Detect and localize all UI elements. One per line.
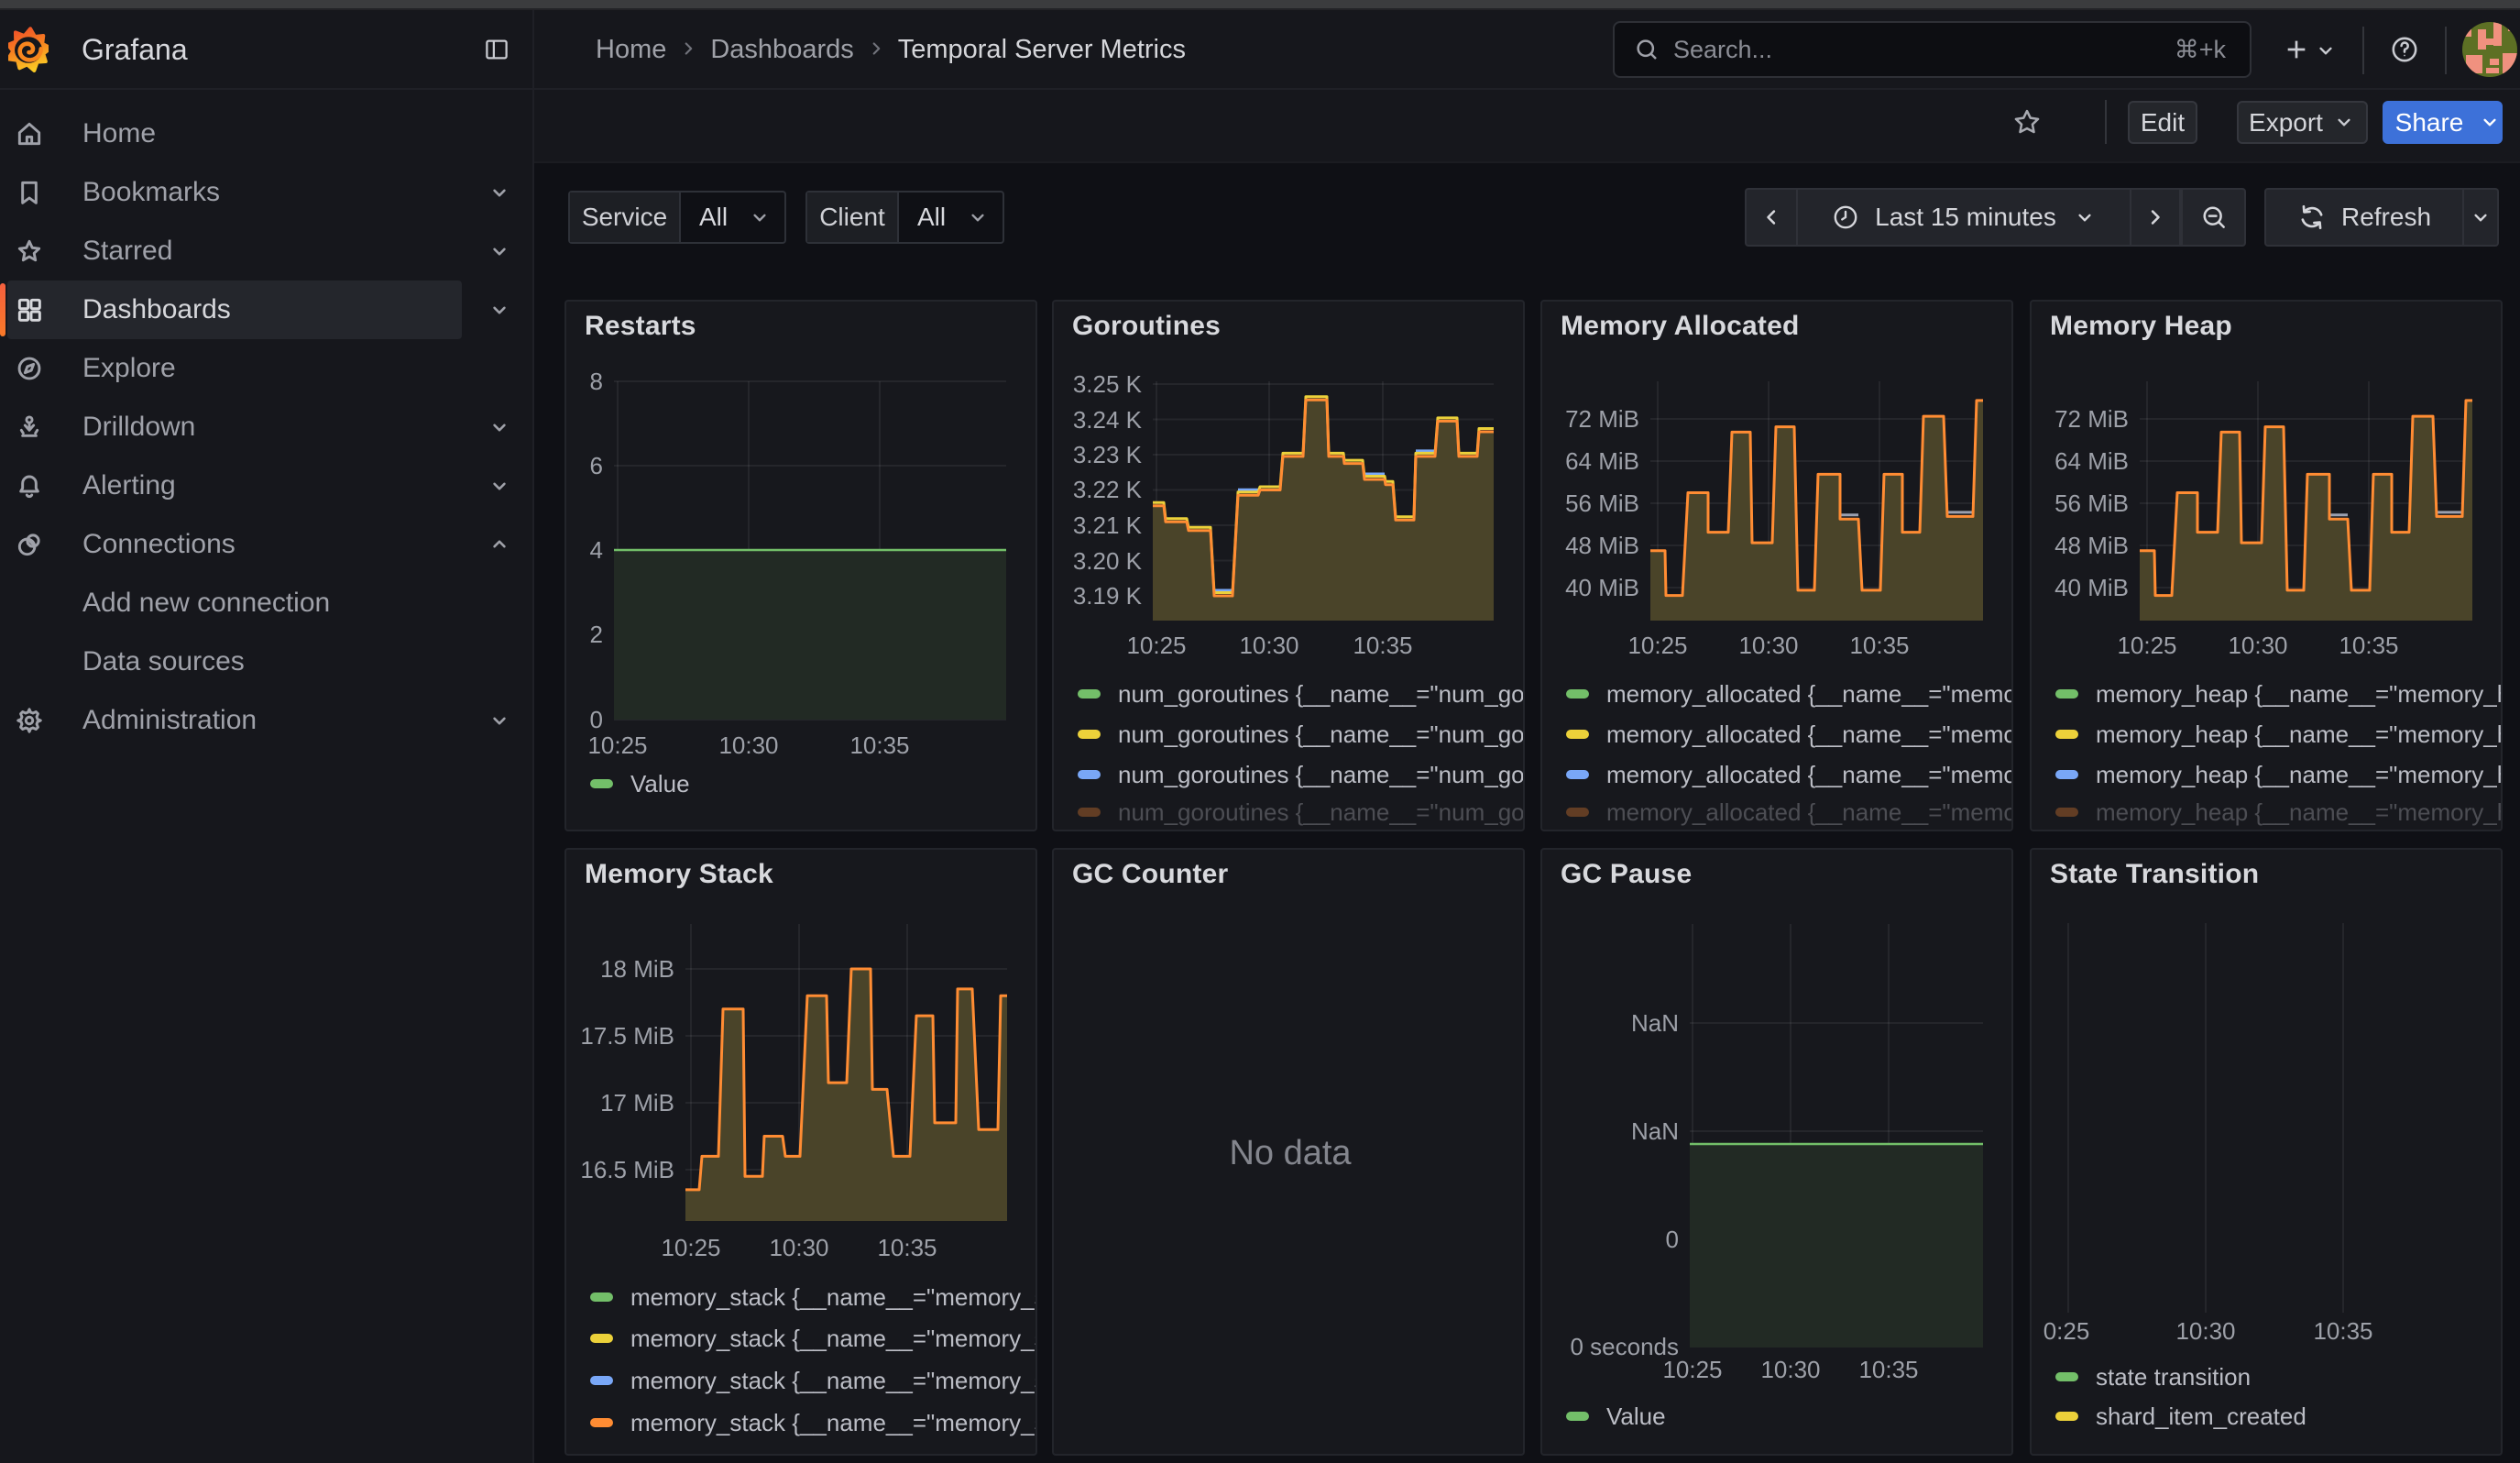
svg-text:10:35: 10:35 [1858,1356,1918,1383]
svg-text:10:30: 10:30 [718,732,778,759]
svg-text:memory_heap {__name__="memory_: memory_heap {__name__="memory_h [2096,680,2503,708]
svg-text:memory_allocated {__name__="me: memory_allocated {__name__="memo [1606,680,2013,708]
svg-text:10:30: 10:30 [1738,632,1798,659]
svg-text:72 MiB: 72 MiB [2054,405,2129,433]
svg-text:10:25: 10:25 [2117,632,2176,659]
svg-text:num_goroutines {__name__="num_: num_goroutines {__name__="num_go [1118,761,1525,788]
svg-text:num_goroutines {__name__="num_: num_goroutines {__name__="num_go [1118,720,1525,748]
svg-text:Value: Value [1606,1402,1666,1430]
svg-text:10:30: 10:30 [2228,632,2287,659]
svg-text:64 MiB: 64 MiB [1565,447,1639,475]
svg-text:10:35: 10:35 [877,1234,937,1261]
svg-text:3.22 K: 3.22 K [1073,476,1143,503]
svg-text:memory_allocated {__name__="me: memory_allocated {__name__="memo [1606,761,2013,788]
svg-text:shard_item_created: shard_item_created [2096,1402,2306,1430]
svg-text:10:35: 10:35 [2313,1317,2372,1345]
svg-text:10:35: 10:35 [1353,632,1412,659]
svg-text:0: 0 [590,706,603,733]
svg-text:memory_stack {__name__="memory: memory_stack {__name__="memory_s [630,1409,1037,1436]
svg-text:56 MiB: 56 MiB [1565,490,1639,517]
svg-text:num_goroutines {__name__="num_: num_goroutines {__name__="num_go [1118,798,1525,826]
svg-text:memory_stack {__name__="memory: memory_stack {__name__="memory_s [630,1283,1037,1311]
svg-text:10:35: 10:35 [2339,632,2398,659]
svg-text:0: 0 [1666,1226,1679,1253]
svg-text:0 seconds: 0 seconds [1570,1333,1679,1360]
svg-text:10:25: 10:25 [1662,1356,1722,1383]
svg-text:10:25: 10:25 [1627,632,1687,659]
svg-text:memory_stack {__name__="memory: memory_stack {__name__="memory_s [630,1325,1037,1352]
svg-text:3.24 K: 3.24 K [1073,406,1143,434]
svg-text:3.23 K: 3.23 K [1073,441,1143,468]
svg-text:56 MiB: 56 MiB [2054,490,2129,517]
svg-text:40 MiB: 40 MiB [1565,574,1639,601]
svg-text:72 MiB: 72 MiB [1565,405,1639,433]
svg-text:state transition: state transition [2096,1363,2251,1391]
svg-text:memory_heap {__name__="memory_: memory_heap {__name__="memory_h [2096,798,2503,826]
svg-text:10:25: 10:25 [1126,632,1186,659]
svg-text:3.21 K: 3.21 K [1073,512,1143,539]
svg-text:8: 8 [590,368,603,395]
svg-text:memory_heap {__name__="memory_: memory_heap {__name__="memory_h [2096,761,2503,788]
svg-text:memory_allocated {__name__="me: memory_allocated {__name__="memo [1606,720,2013,748]
svg-text:10:30: 10:30 [1760,1356,1820,1383]
svg-text:17 MiB: 17 MiB [600,1089,674,1116]
svg-text:10:35: 10:35 [849,732,909,759]
svg-text:10:35: 10:35 [1849,632,1909,659]
svg-text:48 MiB: 48 MiB [2054,532,2129,559]
svg-text:3.25 K: 3.25 K [1073,370,1143,398]
svg-text:3.19 K: 3.19 K [1073,582,1143,610]
svg-text:6: 6 [590,452,603,479]
svg-text:2: 2 [590,621,603,648]
svg-text:18 MiB: 18 MiB [600,955,674,983]
svg-text:10:25: 10:25 [587,732,647,759]
svg-text:memory_stack {__name__="memory: memory_stack {__name__="memory_s [630,1367,1037,1394]
svg-text:48 MiB: 48 MiB [1565,532,1639,559]
svg-text:NaN: NaN [1631,1117,1679,1145]
svg-text:16.5 MiB: 16.5 MiB [580,1156,674,1183]
svg-text:10:25: 10:25 [661,1234,720,1261]
svg-text:10:30: 10:30 [2175,1317,2235,1345]
svg-text:10:30: 10:30 [1239,632,1298,659]
svg-text:17.5 MiB: 17.5 MiB [580,1022,674,1050]
svg-text:64 MiB: 64 MiB [2054,447,2129,475]
svg-text:3.20 K: 3.20 K [1073,547,1143,575]
svg-text:10:30: 10:30 [769,1234,828,1261]
svg-text:num_goroutines {__name__="num_: num_goroutines {__name__="num_go [1118,680,1525,708]
svg-text:Value: Value [630,770,690,798]
svg-text:NaN: NaN [1631,1009,1679,1037]
svg-text:40 MiB: 40 MiB [2054,574,2129,601]
svg-text:memory_allocated {__name__="me: memory_allocated {__name__="memo [1606,798,2013,826]
svg-text:4: 4 [590,536,603,564]
svg-text:memory_heap {__name__="memory_: memory_heap {__name__="memory_h [2096,720,2503,748]
svg-text:0:25: 0:25 [2043,1317,2090,1345]
